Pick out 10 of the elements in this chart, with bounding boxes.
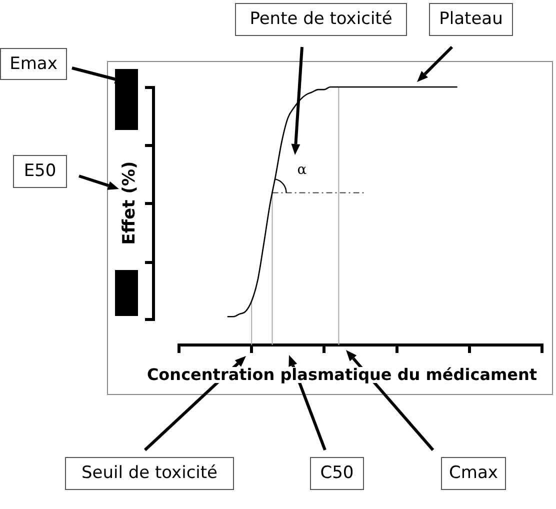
annotation: α [297, 162, 307, 178]
y-axis-title: Effet (%) [120, 161, 140, 245]
label-box: Emax [0, 48, 67, 80]
label-box: Plateau [429, 3, 513, 36]
x-axis-title: Concentration plasmatique du médicament [146, 365, 538, 384]
label-box: Seuil de toxicité [65, 457, 234, 490]
label-box: E50 [13, 155, 67, 188]
label-box: Cmax [441, 457, 506, 490]
label-box: C50 [310, 457, 364, 490]
label-box: Pente de toxicité [235, 3, 407, 36]
